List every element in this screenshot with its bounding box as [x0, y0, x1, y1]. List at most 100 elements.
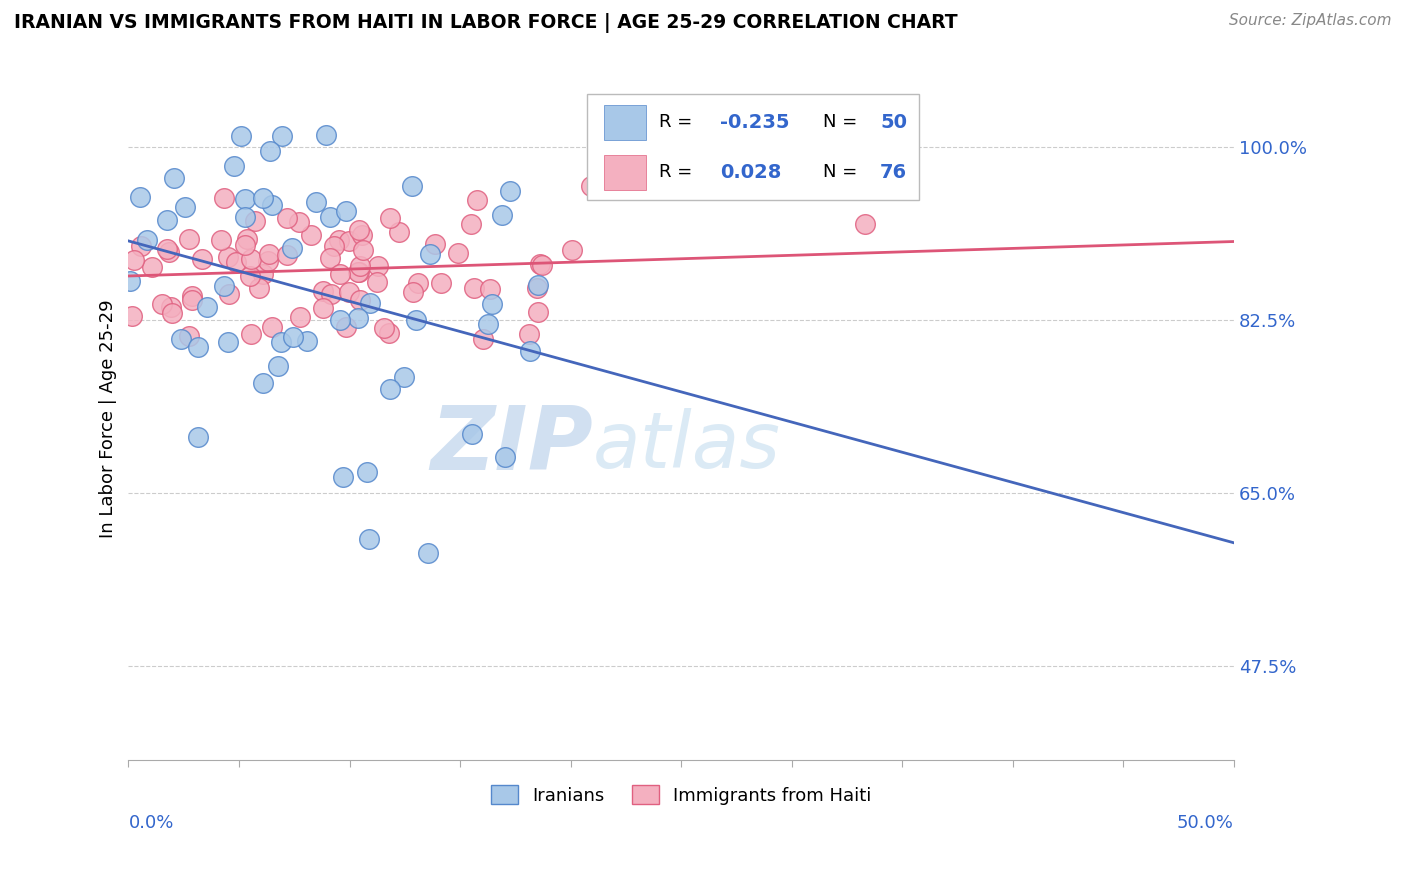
Point [527, 304, 550, 318]
Point [347, 223, 370, 237]
Point [328, 233, 350, 247]
Point [136, 233, 159, 247]
Point [240, 326, 263, 341]
Point [405, 313, 427, 327]
Point [217, 335, 239, 350]
Point [141, 260, 163, 274]
Point [855, 217, 877, 231]
Point [481, 297, 503, 311]
Point [288, 215, 311, 229]
Point [240, 252, 263, 266]
Point [233, 192, 256, 206]
Point [388, 225, 411, 239]
Point [463, 281, 485, 295]
Text: atlas: atlas [593, 408, 780, 483]
Point [281, 241, 304, 255]
Point [181, 293, 204, 307]
Text: N =: N = [823, 113, 863, 131]
Point [129, 239, 152, 253]
Point [406, 277, 429, 291]
Point [236, 232, 259, 246]
Point [179, 231, 201, 245]
Point [429, 276, 451, 290]
Point [252, 191, 274, 205]
Text: IRANIAN VS IMMIGRANTS FROM HAITI IN LABOR FORCE | AGE 25-29 CORRELATION CHART: IRANIAN VS IMMIGRANTS FROM HAITI IN LABO… [14, 13, 957, 33]
Point [460, 427, 482, 442]
Text: 0.028: 0.028 [720, 162, 782, 182]
Point [270, 334, 292, 349]
Point [423, 237, 446, 252]
Point [477, 318, 499, 332]
Point [337, 234, 360, 248]
Point [350, 228, 373, 243]
Point [402, 285, 425, 299]
Point [561, 243, 583, 257]
Point [160, 300, 183, 314]
Point [260, 319, 283, 334]
Point [347, 264, 370, 278]
Point [319, 210, 342, 224]
Point [157, 244, 180, 259]
Point [187, 341, 209, 355]
Point [252, 268, 274, 282]
Point [465, 193, 488, 207]
Point [349, 260, 371, 274]
Point [311, 301, 333, 316]
Point [195, 301, 218, 315]
Point [526, 281, 548, 295]
Point [529, 257, 551, 271]
Point [239, 269, 262, 284]
Point [160, 306, 183, 320]
FancyBboxPatch shape [588, 95, 918, 200]
Point [233, 238, 256, 252]
Point [276, 211, 298, 226]
Legend: Iranians, Immigrants from Haiti: Iranians, Immigrants from Haiti [484, 778, 879, 812]
Point [367, 259, 389, 273]
Point [460, 218, 482, 232]
Point [247, 281, 270, 295]
Point [519, 343, 541, 358]
Text: -0.235: -0.235 [720, 113, 789, 132]
Point [329, 313, 352, 327]
Point [329, 267, 352, 281]
Point [349, 293, 371, 307]
Point [288, 310, 311, 324]
Text: N =: N = [823, 163, 863, 181]
Point [260, 198, 283, 212]
Point [472, 332, 495, 346]
Point [267, 359, 290, 373]
Point [281, 330, 304, 344]
Point [530, 258, 553, 272]
Point [378, 382, 401, 396]
Point [243, 214, 266, 228]
Point [163, 170, 186, 185]
Point [356, 465, 378, 479]
Point [156, 213, 179, 227]
Point [352, 243, 374, 257]
Point [380, 211, 402, 226]
Text: 50: 50 [880, 113, 907, 132]
Point [321, 286, 343, 301]
Point [257, 254, 280, 268]
Bar [603, 154, 645, 190]
Point [225, 255, 247, 269]
Point [479, 282, 502, 296]
Point [447, 246, 470, 260]
Point [218, 286, 240, 301]
Point [217, 250, 239, 264]
Point [579, 179, 602, 194]
Point [209, 233, 232, 247]
Point [174, 200, 197, 214]
Point [252, 376, 274, 390]
Point [416, 546, 439, 560]
Point [177, 329, 200, 343]
Point [222, 159, 245, 173]
Point [270, 129, 292, 144]
Point [212, 191, 235, 205]
Point [121, 309, 143, 323]
Point [299, 227, 322, 242]
Point [259, 144, 281, 158]
Point [150, 297, 173, 311]
Point [295, 334, 318, 348]
Point [120, 274, 142, 288]
